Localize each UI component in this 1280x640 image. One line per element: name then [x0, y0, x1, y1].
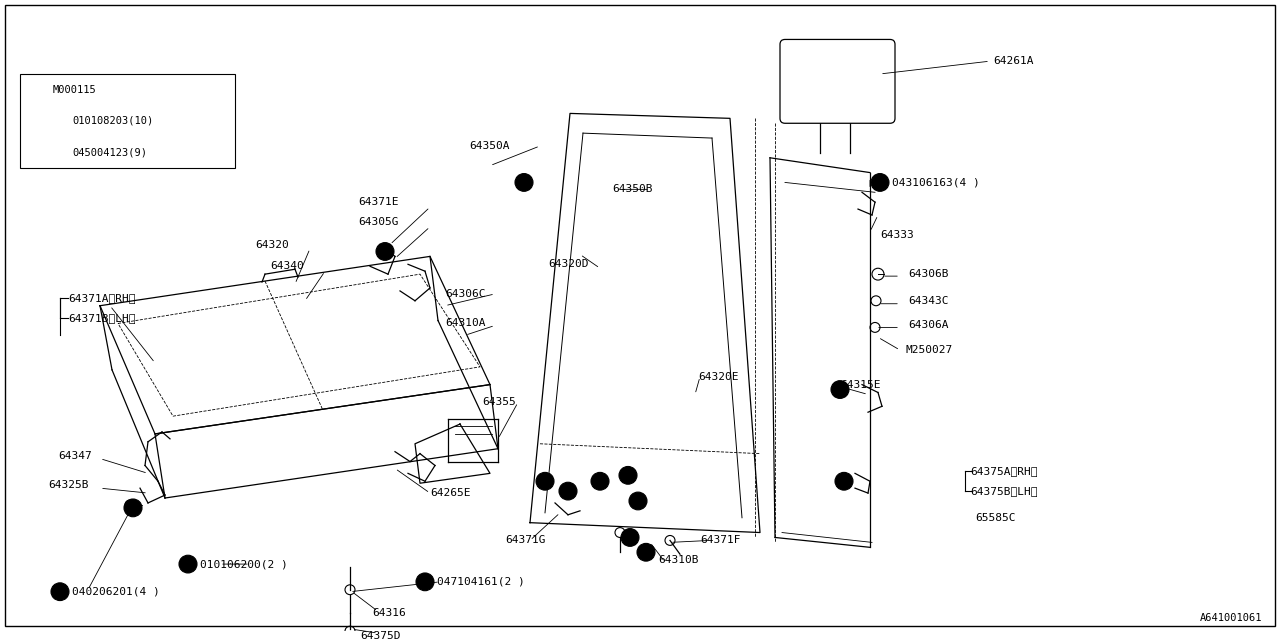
- Text: 010106200(2 ): 010106200(2 ): [200, 559, 288, 569]
- Text: 2: 2: [541, 476, 548, 486]
- Text: 64355: 64355: [483, 397, 516, 407]
- Text: 64306A: 64306A: [908, 321, 948, 330]
- Text: 64306B: 64306B: [908, 269, 948, 279]
- Text: 64347: 64347: [58, 451, 92, 461]
- Text: 64371F: 64371F: [700, 536, 741, 545]
- Text: 64350B: 64350B: [612, 184, 653, 195]
- Text: 64310B: 64310B: [658, 555, 699, 565]
- Circle shape: [835, 472, 852, 490]
- Text: 64320: 64320: [255, 239, 289, 250]
- Circle shape: [51, 112, 69, 130]
- Text: B: B: [58, 116, 63, 125]
- Text: 64261A: 64261A: [993, 56, 1033, 66]
- Text: 043106163(4 ): 043106163(4 ): [892, 177, 979, 188]
- Text: 64375A〈RH〉: 64375A〈RH〉: [970, 467, 1038, 476]
- Text: 64320E: 64320E: [698, 372, 739, 381]
- Text: S: S: [877, 178, 883, 187]
- Text: A641001061: A641001061: [1199, 613, 1262, 623]
- Text: 3: 3: [31, 147, 37, 157]
- Circle shape: [179, 556, 197, 573]
- Text: 64371B〈LH〉: 64371B〈LH〉: [68, 312, 136, 323]
- Text: 047104161(2 ): 047104161(2 ): [436, 577, 525, 587]
- Text: 1: 1: [635, 496, 641, 506]
- Text: 64310A: 64310A: [445, 319, 485, 328]
- Text: 64371G: 64371G: [506, 536, 545, 545]
- Text: 1: 1: [521, 177, 527, 188]
- Circle shape: [831, 381, 849, 399]
- Text: 64371A〈RH〉: 64371A〈RH〉: [68, 293, 136, 303]
- Text: 1: 1: [625, 470, 631, 481]
- Circle shape: [26, 143, 44, 161]
- Text: 64350A: 64350A: [470, 141, 511, 151]
- Text: 64375D: 64375D: [360, 631, 401, 640]
- Text: 3: 3: [841, 476, 847, 486]
- Text: 64316: 64316: [372, 609, 406, 618]
- Circle shape: [376, 243, 394, 260]
- Circle shape: [628, 492, 646, 510]
- Text: 1: 1: [31, 84, 37, 95]
- Text: 64343C: 64343C: [908, 296, 948, 306]
- Text: 64333: 64333: [881, 230, 914, 240]
- Circle shape: [620, 467, 637, 484]
- Circle shape: [637, 543, 655, 561]
- Text: 2: 2: [381, 246, 388, 257]
- Circle shape: [536, 472, 554, 490]
- Text: 64325B: 64325B: [49, 480, 88, 490]
- FancyBboxPatch shape: [20, 74, 236, 168]
- Circle shape: [51, 583, 69, 600]
- Text: 64340: 64340: [270, 261, 303, 271]
- Text: 64375B〈LH〉: 64375B〈LH〉: [970, 486, 1038, 496]
- FancyBboxPatch shape: [780, 40, 895, 124]
- Text: 64306C: 64306C: [445, 289, 485, 299]
- Text: 2: 2: [131, 503, 136, 513]
- Text: M250027: M250027: [905, 345, 952, 355]
- Text: 65585C: 65585C: [975, 513, 1015, 523]
- Text: 3: 3: [596, 476, 603, 486]
- Text: 2: 2: [31, 116, 37, 126]
- Text: M000115: M000115: [52, 84, 97, 95]
- Text: S: S: [58, 148, 63, 157]
- Text: S: S: [422, 577, 428, 586]
- Circle shape: [26, 81, 44, 99]
- Circle shape: [621, 529, 639, 547]
- Text: 2: 2: [564, 486, 571, 496]
- Circle shape: [591, 472, 609, 490]
- Circle shape: [870, 173, 890, 191]
- Circle shape: [124, 499, 142, 516]
- Circle shape: [515, 173, 532, 191]
- Text: 64320D: 64320D: [548, 259, 589, 269]
- Circle shape: [26, 112, 44, 130]
- Text: 045004123(9): 045004123(9): [72, 147, 147, 157]
- Text: 2: 2: [643, 547, 649, 557]
- Text: S: S: [58, 588, 63, 596]
- Text: 64371E: 64371E: [358, 197, 398, 207]
- Circle shape: [416, 573, 434, 591]
- Text: 64315E: 64315E: [840, 380, 881, 390]
- Text: 64265E: 64265E: [430, 488, 471, 498]
- Circle shape: [559, 482, 577, 500]
- Text: B: B: [186, 559, 191, 568]
- Text: 040206201(4 ): 040206201(4 ): [72, 587, 160, 596]
- Text: 010108203(10): 010108203(10): [72, 116, 154, 126]
- Circle shape: [51, 143, 69, 161]
- Text: 1: 1: [627, 532, 632, 543]
- Text: 3: 3: [837, 385, 844, 394]
- Text: 64305G: 64305G: [358, 217, 398, 227]
